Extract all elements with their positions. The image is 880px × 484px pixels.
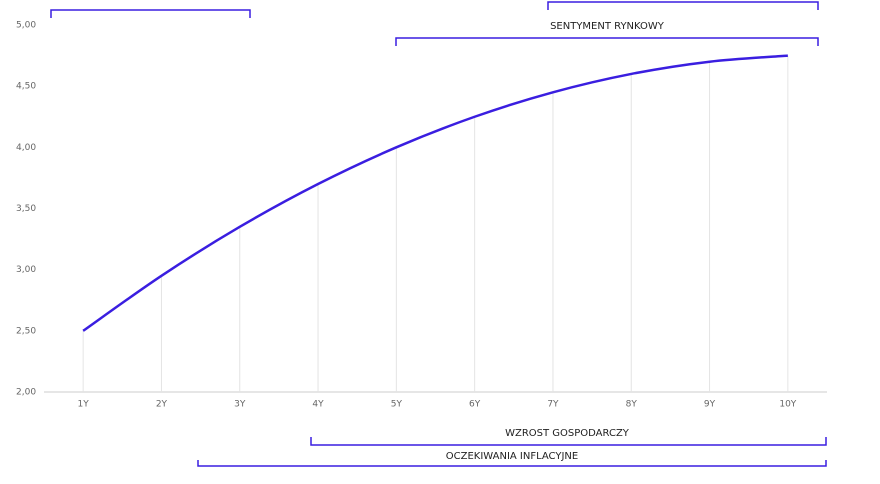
annotation: OCZEKIWANIA INFLACYJNE	[446, 451, 578, 462]
x-tick-label: 3Y	[234, 400, 246, 410]
x-tick-label: 1Y	[78, 400, 90, 410]
x-tick-label: 10Y	[779, 400, 796, 410]
x-tick-label: 5Y	[391, 400, 403, 410]
annotation: SENTYMENT RYNKOWY	[550, 21, 665, 32]
x-tick-label: 2Y	[156, 400, 168, 410]
annotation: WZROST GOSPODARCZY	[505, 428, 630, 439]
y-tick-label: 4,50	[16, 82, 36, 92]
x-tick-label: 4Y	[312, 400, 324, 410]
y-tick-label: 2,00	[16, 388, 36, 398]
y-tick-label: 3,50	[16, 204, 36, 214]
x-tick-label: 9Y	[704, 400, 716, 410]
y-tick-label: 3,00	[16, 265, 36, 275]
x-tick-label: 7Y	[547, 400, 559, 410]
x-tick-label: 6Y	[469, 400, 481, 410]
y-tick-label: 2,50	[16, 326, 36, 336]
line	[82, 54, 788, 332]
y-tick-label: 5,00	[16, 21, 36, 31]
bracket	[50, 9, 251, 18]
bracket	[547, 1, 819, 10]
bracket	[197, 460, 827, 467]
y-tick-label: 4,00	[16, 143, 36, 153]
bracket	[395, 37, 819, 46]
x-tick-label: 8Y	[626, 400, 638, 410]
bracket	[310, 437, 827, 446]
